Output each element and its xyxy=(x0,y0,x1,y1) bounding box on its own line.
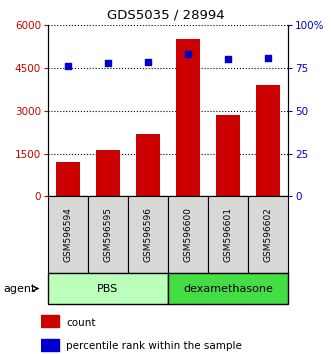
Text: GSM596594: GSM596594 xyxy=(64,207,72,262)
Text: GSM596595: GSM596595 xyxy=(104,207,113,262)
Bar xyxy=(88,196,128,273)
Bar xyxy=(48,196,88,273)
Bar xyxy=(48,273,168,304)
Bar xyxy=(208,196,248,273)
Point xyxy=(265,56,271,61)
Bar xyxy=(128,196,168,273)
Point xyxy=(145,59,151,64)
Text: GSM596596: GSM596596 xyxy=(143,207,153,262)
Bar xyxy=(256,85,280,196)
Point xyxy=(225,56,231,62)
Bar xyxy=(168,273,288,304)
Bar xyxy=(136,133,160,196)
Bar xyxy=(56,162,80,196)
Bar xyxy=(216,115,240,196)
Text: GSM596601: GSM596601 xyxy=(223,207,232,262)
Text: count: count xyxy=(66,318,96,327)
Text: GSM596600: GSM596600 xyxy=(183,207,193,262)
Bar xyxy=(168,196,208,273)
Point xyxy=(65,63,71,69)
Text: agent: agent xyxy=(3,284,36,293)
Text: dexamethasone: dexamethasone xyxy=(183,284,273,293)
Text: GSM596602: GSM596602 xyxy=(263,207,272,262)
Bar xyxy=(41,315,59,327)
Bar xyxy=(96,150,120,196)
Point xyxy=(185,51,191,57)
Bar xyxy=(176,39,200,196)
Text: GDS5035 / 28994: GDS5035 / 28994 xyxy=(107,9,224,22)
Point xyxy=(105,60,111,65)
Text: PBS: PBS xyxy=(97,284,118,293)
Bar xyxy=(248,196,288,273)
Text: percentile rank within the sample: percentile rank within the sample xyxy=(66,341,242,352)
Bar xyxy=(41,339,59,351)
